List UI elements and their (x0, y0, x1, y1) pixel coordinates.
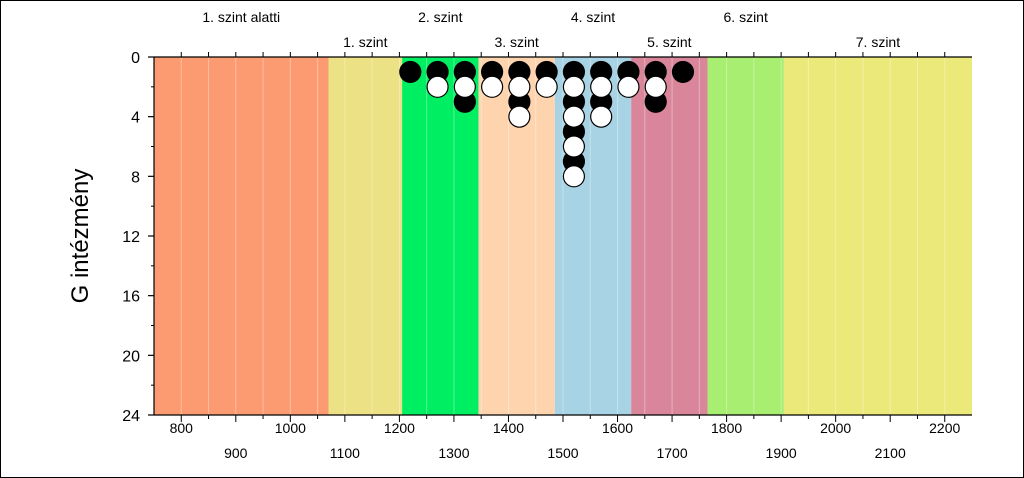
x-tick-label: 1800 (711, 420, 742, 436)
level-label: 1. szint alatti (202, 9, 280, 25)
y-tick-label: 4 (131, 110, 140, 127)
level-label: 2. szint (418, 9, 462, 25)
x-tick-label: 900 (224, 445, 248, 461)
vertical-gridlines (180, 57, 946, 415)
level-label: 4. szint (571, 9, 615, 25)
x-tick-label: 1000 (275, 420, 306, 436)
y-axis-title: G intézmény (67, 169, 94, 304)
x-tick-label: 1600 (602, 420, 633, 436)
white-point (617, 75, 640, 98)
level-label: 7. szint (856, 34, 900, 50)
level-label: 5. szint (647, 34, 691, 50)
level-band-7 (707, 57, 784, 415)
white-point (535, 75, 558, 98)
level-band-2 (328, 57, 403, 415)
x-tick-label: 1400 (493, 420, 524, 436)
white-points-series (426, 75, 667, 188)
y-tick-label: 0 (131, 50, 140, 67)
x-tick-label: 2000 (820, 420, 851, 436)
white-point (481, 75, 504, 98)
x-tick-label: 800 (170, 420, 194, 436)
y-tick-label: 24 (122, 408, 140, 425)
white-point (562, 105, 586, 128)
white-point (562, 75, 586, 98)
level-band-8 (783, 57, 972, 415)
white-point (590, 75, 613, 98)
white-point (562, 165, 586, 188)
white-point (562, 135, 586, 158)
x-tick-label: 1700 (656, 445, 687, 461)
x-tick-label: 1500 (547, 445, 578, 461)
level-band-1 (154, 57, 329, 415)
level-band-3 (402, 57, 479, 415)
y-axis-ticks: 0 4 8 12 16 20 24 (122, 50, 154, 425)
x-tick-label: 1100 (330, 445, 360, 461)
y-tick-label: 16 (122, 289, 140, 306)
x-tick-label: 1300 (438, 445, 469, 461)
white-point (590, 105, 613, 128)
white-point (644, 75, 667, 98)
white-point (453, 75, 476, 98)
level-band-6 (631, 57, 708, 415)
x-tick-label: 2200 (929, 420, 960, 436)
x-axis-ticks: 800 1000 1200 1400 1600 1800 2000 2200 900 1100 13… (170, 420, 961, 461)
y-tick-label: 8 (131, 169, 140, 186)
white-point (508, 75, 531, 98)
x-tick-label: 1900 (766, 445, 797, 461)
black-point (671, 60, 695, 84)
x-tick-label: 1200 (384, 420, 415, 436)
x-tick-label: 2100 (875, 445, 906, 461)
level-labels: 1. szint alatti 1. szint 2. szint 3. szint 4… (202, 9, 900, 50)
y-tick-label: 20 (122, 348, 140, 365)
level-label: 6. szint (724, 9, 768, 25)
level-label: 3. szint (494, 34, 538, 50)
black-point (399, 60, 422, 84)
white-point (508, 105, 531, 128)
white-point (426, 75, 449, 98)
level-label: 1. szint (343, 34, 387, 50)
y-tick-label: 12 (122, 229, 140, 246)
